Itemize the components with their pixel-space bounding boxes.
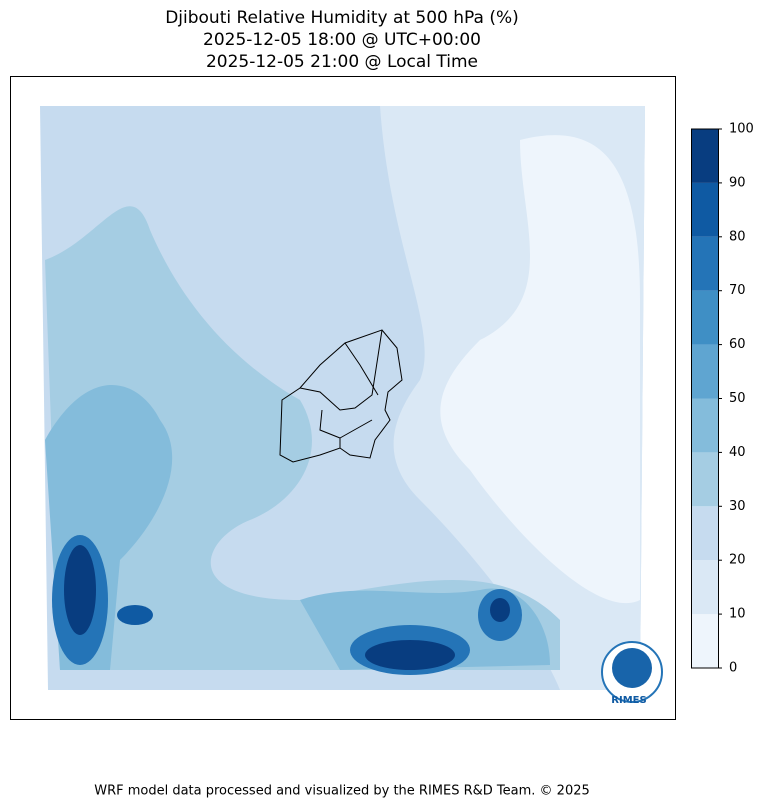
- colorbar-segment: [691, 614, 718, 668]
- colorbar-tick-label: 50: [729, 391, 746, 406]
- colorbar-segment: [691, 506, 718, 561]
- colorbar-segment: [691, 560, 718, 615]
- region-border: [319, 409, 373, 448]
- humidity-field: [40, 106, 645, 690]
- title-line: 2025-12-05 18:00 @ UTC+00:00: [203, 30, 481, 50]
- colorbar-segment: [691, 236, 718, 291]
- title-line: 2025-12-05 21:00 @ Local Time: [206, 52, 478, 72]
- field-mid: [45, 206, 560, 670]
- field-driest: [440, 135, 640, 604]
- colorbar-tick-label: 80: [729, 229, 746, 244]
- colorbar: 0 10 20 30 40 50 60 70 80 90 100: [691, 122, 754, 676]
- field-wettest: [365, 640, 455, 670]
- colorbar-segment: [691, 398, 718, 453]
- colorbar-tick-label: 60: [729, 337, 746, 352]
- colorbar-segment: [691, 290, 718, 345]
- title-line: Djibouti Relative Humidity at 500 hPa (%…: [165, 8, 519, 28]
- colorbar-tick-label: 0: [729, 661, 737, 676]
- colorbar-tick-label: 40: [729, 445, 746, 460]
- region-border: [344, 342, 379, 396]
- field-wettest: [64, 545, 96, 635]
- logo-text: RIMES: [611, 695, 646, 706]
- region-border: [299, 329, 383, 411]
- field-wettest: [490, 598, 510, 622]
- borders: [279, 329, 403, 463]
- colorbar-tick-label: 30: [729, 499, 746, 514]
- field-wet: [117, 605, 153, 625]
- logo-globe: [612, 648, 652, 688]
- colorbar-tick-label: 90: [729, 175, 746, 190]
- footer: WRF model data processed and visualized …: [94, 784, 590, 799]
- colorbar-tick-label: 70: [729, 283, 746, 298]
- logo: RIMES: [601, 641, 663, 706]
- colorbar-segment: [691, 344, 718, 399]
- colorbar-tick-label: 10: [729, 607, 746, 622]
- country-border: [279, 329, 403, 463]
- colorbar-segment: [691, 452, 718, 507]
- colorbar-tick-label: 100: [729, 122, 754, 137]
- colorbar-tick-label: 20: [729, 553, 746, 568]
- colorbar-segment: [691, 129, 718, 183]
- colorbar-segment: [691, 182, 718, 237]
